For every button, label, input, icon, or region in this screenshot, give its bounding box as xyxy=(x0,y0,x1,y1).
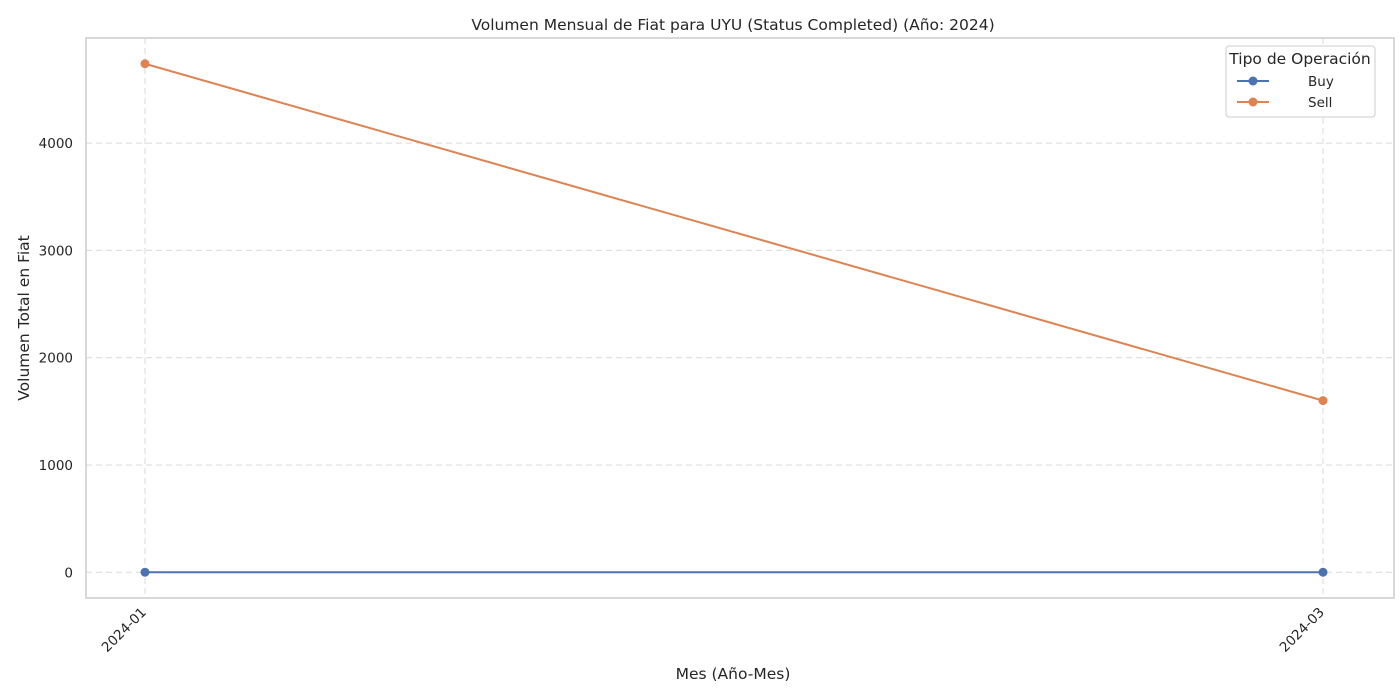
y-axis-label: Volumen Total en Fiat xyxy=(15,235,33,400)
legend-title: Tipo de Operación xyxy=(1228,50,1370,68)
x-axis-ticks: 2024-01 2024-03 xyxy=(99,605,1328,656)
y-tick-label: 4000 xyxy=(39,136,73,152)
data-point-sell xyxy=(1318,396,1328,406)
plot-frame xyxy=(85,37,1395,599)
legend-marker-buy xyxy=(1248,76,1258,86)
series xyxy=(140,59,1328,577)
y-tick-label: 1000 xyxy=(39,458,73,474)
series-line-sell xyxy=(144,62,1324,402)
x-tick-label: 2024-01 xyxy=(99,605,150,656)
data-point-sell xyxy=(140,59,150,69)
y-tick-label: 2000 xyxy=(39,351,73,367)
y-tick-label: 0 xyxy=(64,565,73,581)
legend-box xyxy=(1225,45,1376,118)
y-tick-label: 3000 xyxy=(39,243,73,259)
legend-label-buy: Buy xyxy=(1308,74,1334,90)
legend-marker-sell xyxy=(1248,97,1258,107)
legend-label-sell: Sell xyxy=(1308,95,1332,111)
data-point-buy xyxy=(140,567,150,577)
data-point-buy xyxy=(1318,567,1328,577)
x-tick-label: 2024-03 xyxy=(1277,605,1328,656)
chart-title: Volumen Mensual de Fiat para UYU (Status… xyxy=(471,16,994,34)
y-axis-ticks: 0 1000 2000 3000 4000 xyxy=(39,136,73,581)
x-axis-label: Mes (Año-Mes) xyxy=(676,665,791,683)
legend-items: Buy Sell xyxy=(1237,74,1334,111)
legend: Tipo de Operación Buy Sell xyxy=(1225,45,1376,118)
grid xyxy=(86,38,1394,598)
